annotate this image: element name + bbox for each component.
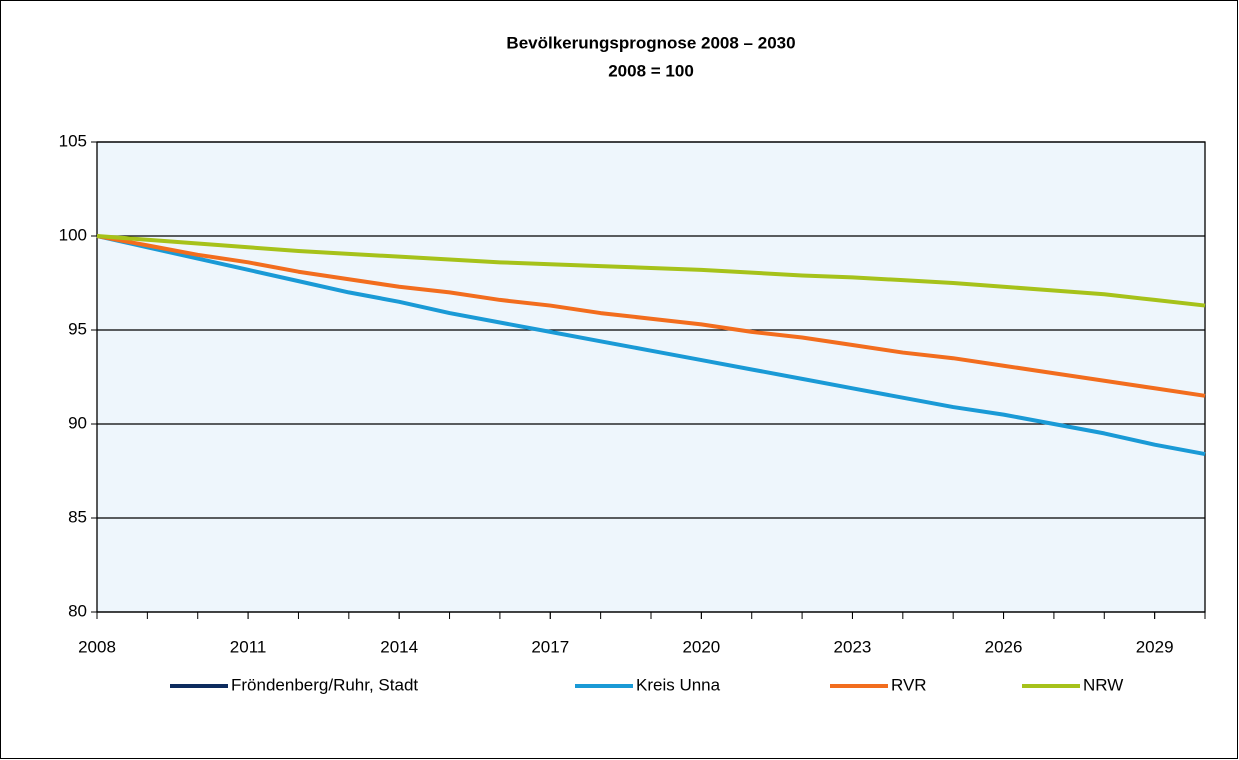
series-line [96, 234, 1206, 457]
y-tick-label: 90 [68, 413, 87, 432]
legend-label: RVR [891, 675, 927, 694]
x-tick-label: 2017 [531, 637, 569, 656]
x-tick-label: 2026 [985, 637, 1023, 656]
x-tick-label: 2011 [230, 637, 267, 656]
x-tick-label: 2014 [380, 637, 418, 656]
legend-label: NRW [1083, 675, 1123, 694]
legend-label: Kreis Unna [636, 675, 721, 694]
x-tick-label: 2008 [78, 637, 116, 656]
chart-title: Bevölkerungsprognose 2008 – 2030 [506, 33, 795, 52]
y-tick-label: 100 [59, 225, 87, 244]
y-tick-label: 85 [68, 507, 87, 526]
plot-area [97, 142, 1205, 612]
x-tick-label: 2020 [682, 637, 720, 656]
x-tick-label: 2023 [834, 637, 872, 656]
series-line [96, 234, 1206, 308]
x-tick-label: 2029 [1136, 637, 1174, 656]
y-tick-label: 80 [68, 601, 87, 620]
legend-label: Fröndenberg/Ruhr, Stadt [231, 675, 418, 694]
y-tick-label: 95 [68, 319, 87, 338]
y-tick-label: 105 [59, 131, 87, 150]
chart-subtitle: 2008 = 100 [608, 61, 694, 80]
series-line [96, 234, 1206, 398]
